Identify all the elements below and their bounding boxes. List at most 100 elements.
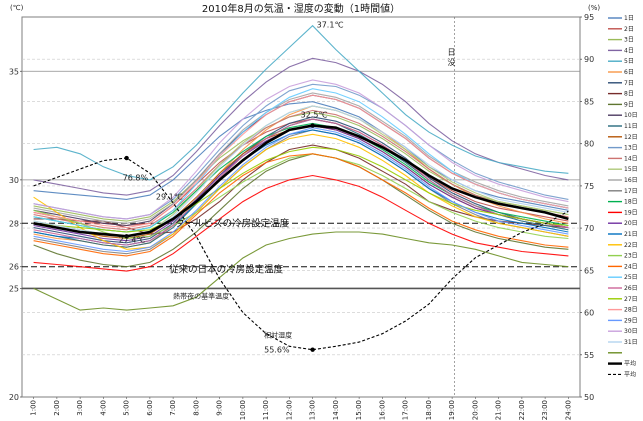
daily-series-line: [33, 92, 569, 224]
x-tick-label: 11:00: [262, 400, 270, 420]
x-tick-label: 17:00: [402, 400, 410, 420]
x-tick-label: 18:00: [425, 400, 433, 420]
legend-label: 13日: [624, 145, 638, 152]
x-tick-label: 12:00: [285, 400, 293, 420]
daily-series-line: [33, 174, 569, 272]
legend-label: 26日: [624, 285, 638, 292]
y-right-tick-label: 95: [584, 13, 594, 22]
x-tick-label: 10:00: [239, 400, 247, 420]
sunset-label: 日: [447, 48, 455, 57]
mean-humidity-line: [33, 157, 569, 351]
x-tick-label: 20:00: [471, 400, 479, 420]
chart-title: 2010年8月の気温・湿度の変動（1時間値）: [202, 2, 400, 15]
sunset-label: 没: [447, 57, 455, 67]
legend-label: 31日: [624, 339, 638, 346]
tropical-night-label: 熱帯夜の基準温度: [173, 291, 229, 300]
y-right-tick-label: 50: [584, 393, 594, 402]
legend-label: 3日: [624, 37, 634, 44]
x-tick-label: 3:00: [76, 400, 84, 416]
max-temp-label: 37.1℃: [317, 21, 344, 30]
legend-label: 6日: [624, 69, 634, 76]
legend-label: 7日: [624, 80, 634, 87]
x-tick-label: 23:00: [541, 400, 549, 420]
daily-series-line: [33, 153, 569, 268]
legend-label: 8日: [624, 91, 634, 98]
y-right-unit: (%): [588, 4, 600, 12]
y-right-tick-label: 80: [584, 140, 594, 149]
legend-label: 23日: [624, 253, 638, 260]
y-right-tick-label: 60: [584, 309, 594, 318]
humidity-min-marker: [310, 347, 315, 352]
x-tick-label: 7:00: [169, 400, 177, 416]
y-left-tick-label: 35: [9, 67, 19, 76]
legend-label-mean-humidity: 平均: [624, 370, 636, 378]
legend-label: 18日: [624, 199, 638, 206]
coolbiz-label: クールビズの冷房設定温度: [175, 217, 290, 229]
legend-label: 28日: [624, 307, 638, 314]
x-tick-label: 24:00: [564, 400, 572, 420]
legend-label: 5日: [624, 58, 634, 65]
x-tick-label: 16:00: [378, 400, 386, 420]
night-mean-label: 29.1℃: [156, 192, 183, 201]
legend-label: 27日: [624, 296, 638, 303]
daily-series-line: [33, 153, 569, 257]
legend-label: 21日: [624, 231, 638, 238]
y-right-tick-label: 85: [584, 97, 594, 106]
daily-series-line: [33, 118, 569, 246]
humidity-label: 相対湿度: [264, 331, 292, 340]
legend-label: 24日: [624, 263, 638, 270]
y-left-tick-label: 30: [9, 176, 19, 185]
y-left-tick-label: 26: [9, 263, 19, 272]
y-right-tick-label: 90: [584, 55, 594, 64]
daily-series-line: [33, 94, 569, 229]
daily-series-line: [33, 153, 569, 240]
legend-label: 1日: [624, 15, 634, 22]
x-tick-label: 6:00: [146, 400, 154, 416]
x-tick-label: 13:00: [309, 400, 317, 420]
x-tick-label: 5:00: [123, 400, 131, 416]
daily-series-line: [33, 127, 569, 253]
daily-series-line: [33, 129, 569, 255]
y-left-tick-label: 20: [9, 393, 19, 402]
humidity-max-label: 76.8%: [123, 174, 149, 183]
temperature-min-marker: [124, 234, 129, 239]
legend-label: 19日: [624, 209, 638, 216]
x-tick-label: 21:00: [495, 400, 503, 420]
legend-label: 22日: [624, 242, 638, 249]
y-left-tick-label: 25: [9, 284, 19, 293]
y-left-tick-label: 28: [9, 219, 19, 228]
daily-series-line: [33, 231, 569, 311]
daily-series-line: [33, 24, 569, 181]
legend-label: 11日: [624, 123, 638, 130]
x-tick-label: 4:00: [99, 400, 107, 416]
daily-series-line: [33, 116, 569, 244]
y-left-unit: (℃): [10, 4, 24, 12]
daily-series-line: [33, 109, 569, 231]
daily-series-line: [33, 133, 569, 250]
humidity-min-label: 55.6%: [264, 346, 290, 355]
legend-label: 4日: [624, 47, 634, 54]
legend-label: 2日: [624, 26, 634, 33]
y-right-tick-label: 55: [584, 351, 594, 360]
legend-label: 12日: [624, 134, 638, 141]
legend-label-mean-temperature: 平均: [624, 360, 636, 368]
legend-label: 14日: [624, 155, 638, 162]
y-right-tick-label: 75: [584, 182, 594, 191]
x-tick-label: 15:00: [355, 400, 363, 420]
legend-label: 29日: [624, 317, 638, 324]
x-tick-label: 8:00: [192, 400, 200, 416]
x-tick-label: 14:00: [332, 400, 340, 420]
x-tick-label: 22:00: [518, 400, 526, 420]
daily-series-line: [33, 57, 569, 196]
mean-peak-label: 32.5℃: [301, 111, 328, 120]
legend-label: 10日: [624, 112, 638, 119]
conventional-label: 従来の日本の冷房設定温度: [169, 264, 284, 276]
daily-series-line: [33, 79, 569, 220]
y-right-tick-label: 65: [584, 266, 594, 275]
x-tick-label: 2:00: [53, 400, 61, 416]
legend-label: 25日: [624, 274, 638, 281]
mean-min-label: 27.4℃: [119, 235, 146, 244]
x-tick-label: 19:00: [448, 400, 456, 420]
